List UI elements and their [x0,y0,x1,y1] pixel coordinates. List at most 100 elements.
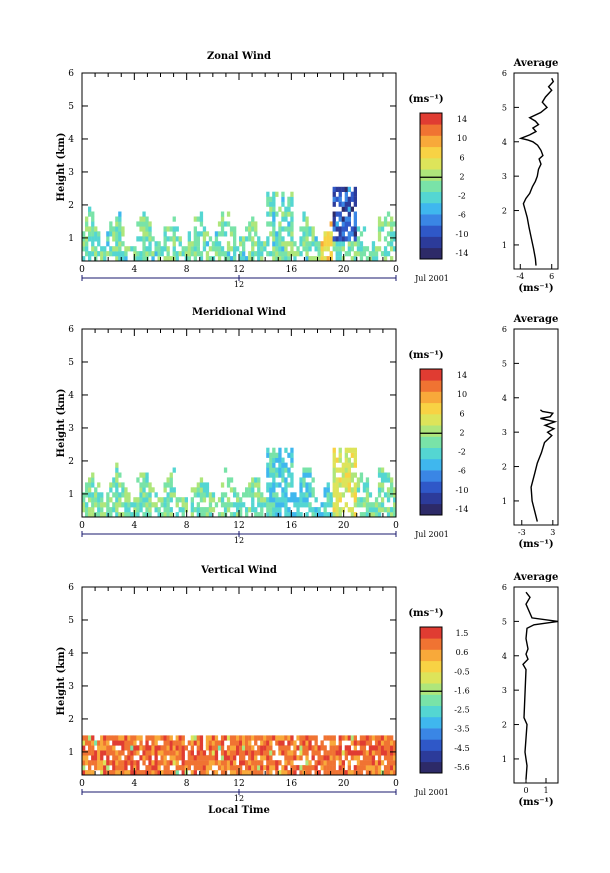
heatmap-cell [393,512,397,518]
heatmap-cell [142,241,146,247]
heatmap-cell [302,211,306,217]
heatmap-cell [145,246,149,252]
heatmap-cell [305,216,309,222]
heatmap-cell [377,755,382,761]
heatmap-cell [338,256,342,262]
heatmap-cell [290,735,294,741]
heatmap-cell [266,221,270,227]
heatmap-cell [251,236,255,242]
heatmap-cell [347,750,351,756]
heatmap-cell [281,201,285,207]
heatmap-cell [254,507,258,513]
heatmap-cell [383,472,388,478]
heatmap-cell [160,735,164,741]
heatmap-cell [353,740,357,746]
colorbar-swatch [420,660,442,673]
heatmap-cell [199,477,204,483]
heatmap-cell [272,206,276,212]
heatmap-cell [94,256,98,262]
heatmap-cell [226,735,231,741]
heatmap-cell [383,256,388,262]
heatmap-cell [190,770,194,776]
heatmap-cell [196,735,200,741]
heatmap-cell [199,755,204,761]
heatmap-cell [332,740,336,746]
heatmap-cell [299,745,303,751]
heatmap-cell [335,241,339,247]
heatmap-cell [311,735,315,741]
colorbar-tick-label: -2.5 [454,706,469,715]
heatmap-cell [187,750,191,756]
heatmap-cell [118,236,122,242]
heatmap-cell [199,251,204,257]
heatmap-cell [377,502,382,508]
heatmap-cell [275,211,279,217]
heatmap-cell [290,760,294,766]
colorbar-swatch [420,481,442,493]
heatmap-cell [272,191,276,197]
heatmap-cell [151,487,155,493]
chart-title: Zonal Wind [207,51,271,62]
heatmap-cell [353,472,357,478]
date-suffix: Jul 2001 [414,274,449,283]
heatmap-cell [85,482,89,488]
heatmap-cell [380,226,385,232]
heatmap-cell [278,497,282,503]
heatmap-cell [320,251,324,257]
heatmap-cell [269,755,273,761]
heatmap-cell [374,502,379,508]
heatmap-cell [338,231,342,237]
x-tick-label: 0 [79,265,85,275]
heatmap-cell [181,760,185,766]
heatmap-cell [365,750,370,756]
heatmap-cell [323,487,327,493]
heatmap-cell [193,735,197,741]
heatmap-cell [148,226,152,232]
heatmap-cell [226,745,231,751]
heatmap-cell [220,246,225,252]
heatmap-cell [166,512,170,518]
heatmap-cell [317,246,321,252]
heatmap-cell [260,241,264,247]
heatmap-cell [344,467,348,473]
y-tick-label: 2 [68,715,74,725]
heatmap-cell [299,236,303,242]
y-tick-label: 6 [68,325,74,335]
heatmap-cell [91,497,95,503]
heatmap-cell [302,497,306,503]
heatmap-cell [112,770,116,776]
x-tick-label: 12 [233,779,244,789]
heatmap-cell [136,770,140,776]
heatmap-cell [190,241,194,247]
colorbar-swatch [420,202,442,215]
heatmap-cell [242,241,246,247]
heatmap-cell [269,492,273,498]
heatmap-cell [290,472,294,478]
heatmap-cell [296,745,300,751]
heatmap-cell [263,735,267,741]
heatmap-cell [305,735,309,741]
heatmap-cell [220,216,225,222]
heatmap-cell [214,760,219,766]
heatmap-cell [311,236,315,242]
heatmap-cell [151,745,155,751]
heatmap-cell [341,186,345,192]
heatmap-cell [205,251,210,257]
heatmap-cell [272,447,276,453]
heatmap-cell [338,482,342,488]
colorbar-tick-label: -10 [456,486,469,495]
heatmap-cell [302,502,306,508]
heatmap-cell [368,760,373,766]
heatmap-cell [308,502,312,508]
heatmap-cell [139,216,143,222]
heatmap-cell [314,745,318,751]
heatmap-cell [359,765,364,771]
date-label: 12 [234,280,244,289]
heatmap-cell [287,206,291,212]
heatmap-cell [157,765,161,771]
heatmap-cell [157,512,161,518]
heatmap-cell [202,497,207,503]
heatmap-cell [196,241,200,247]
date-suffix: Jul 2001 [414,530,449,539]
heatmap-cell [163,750,167,756]
